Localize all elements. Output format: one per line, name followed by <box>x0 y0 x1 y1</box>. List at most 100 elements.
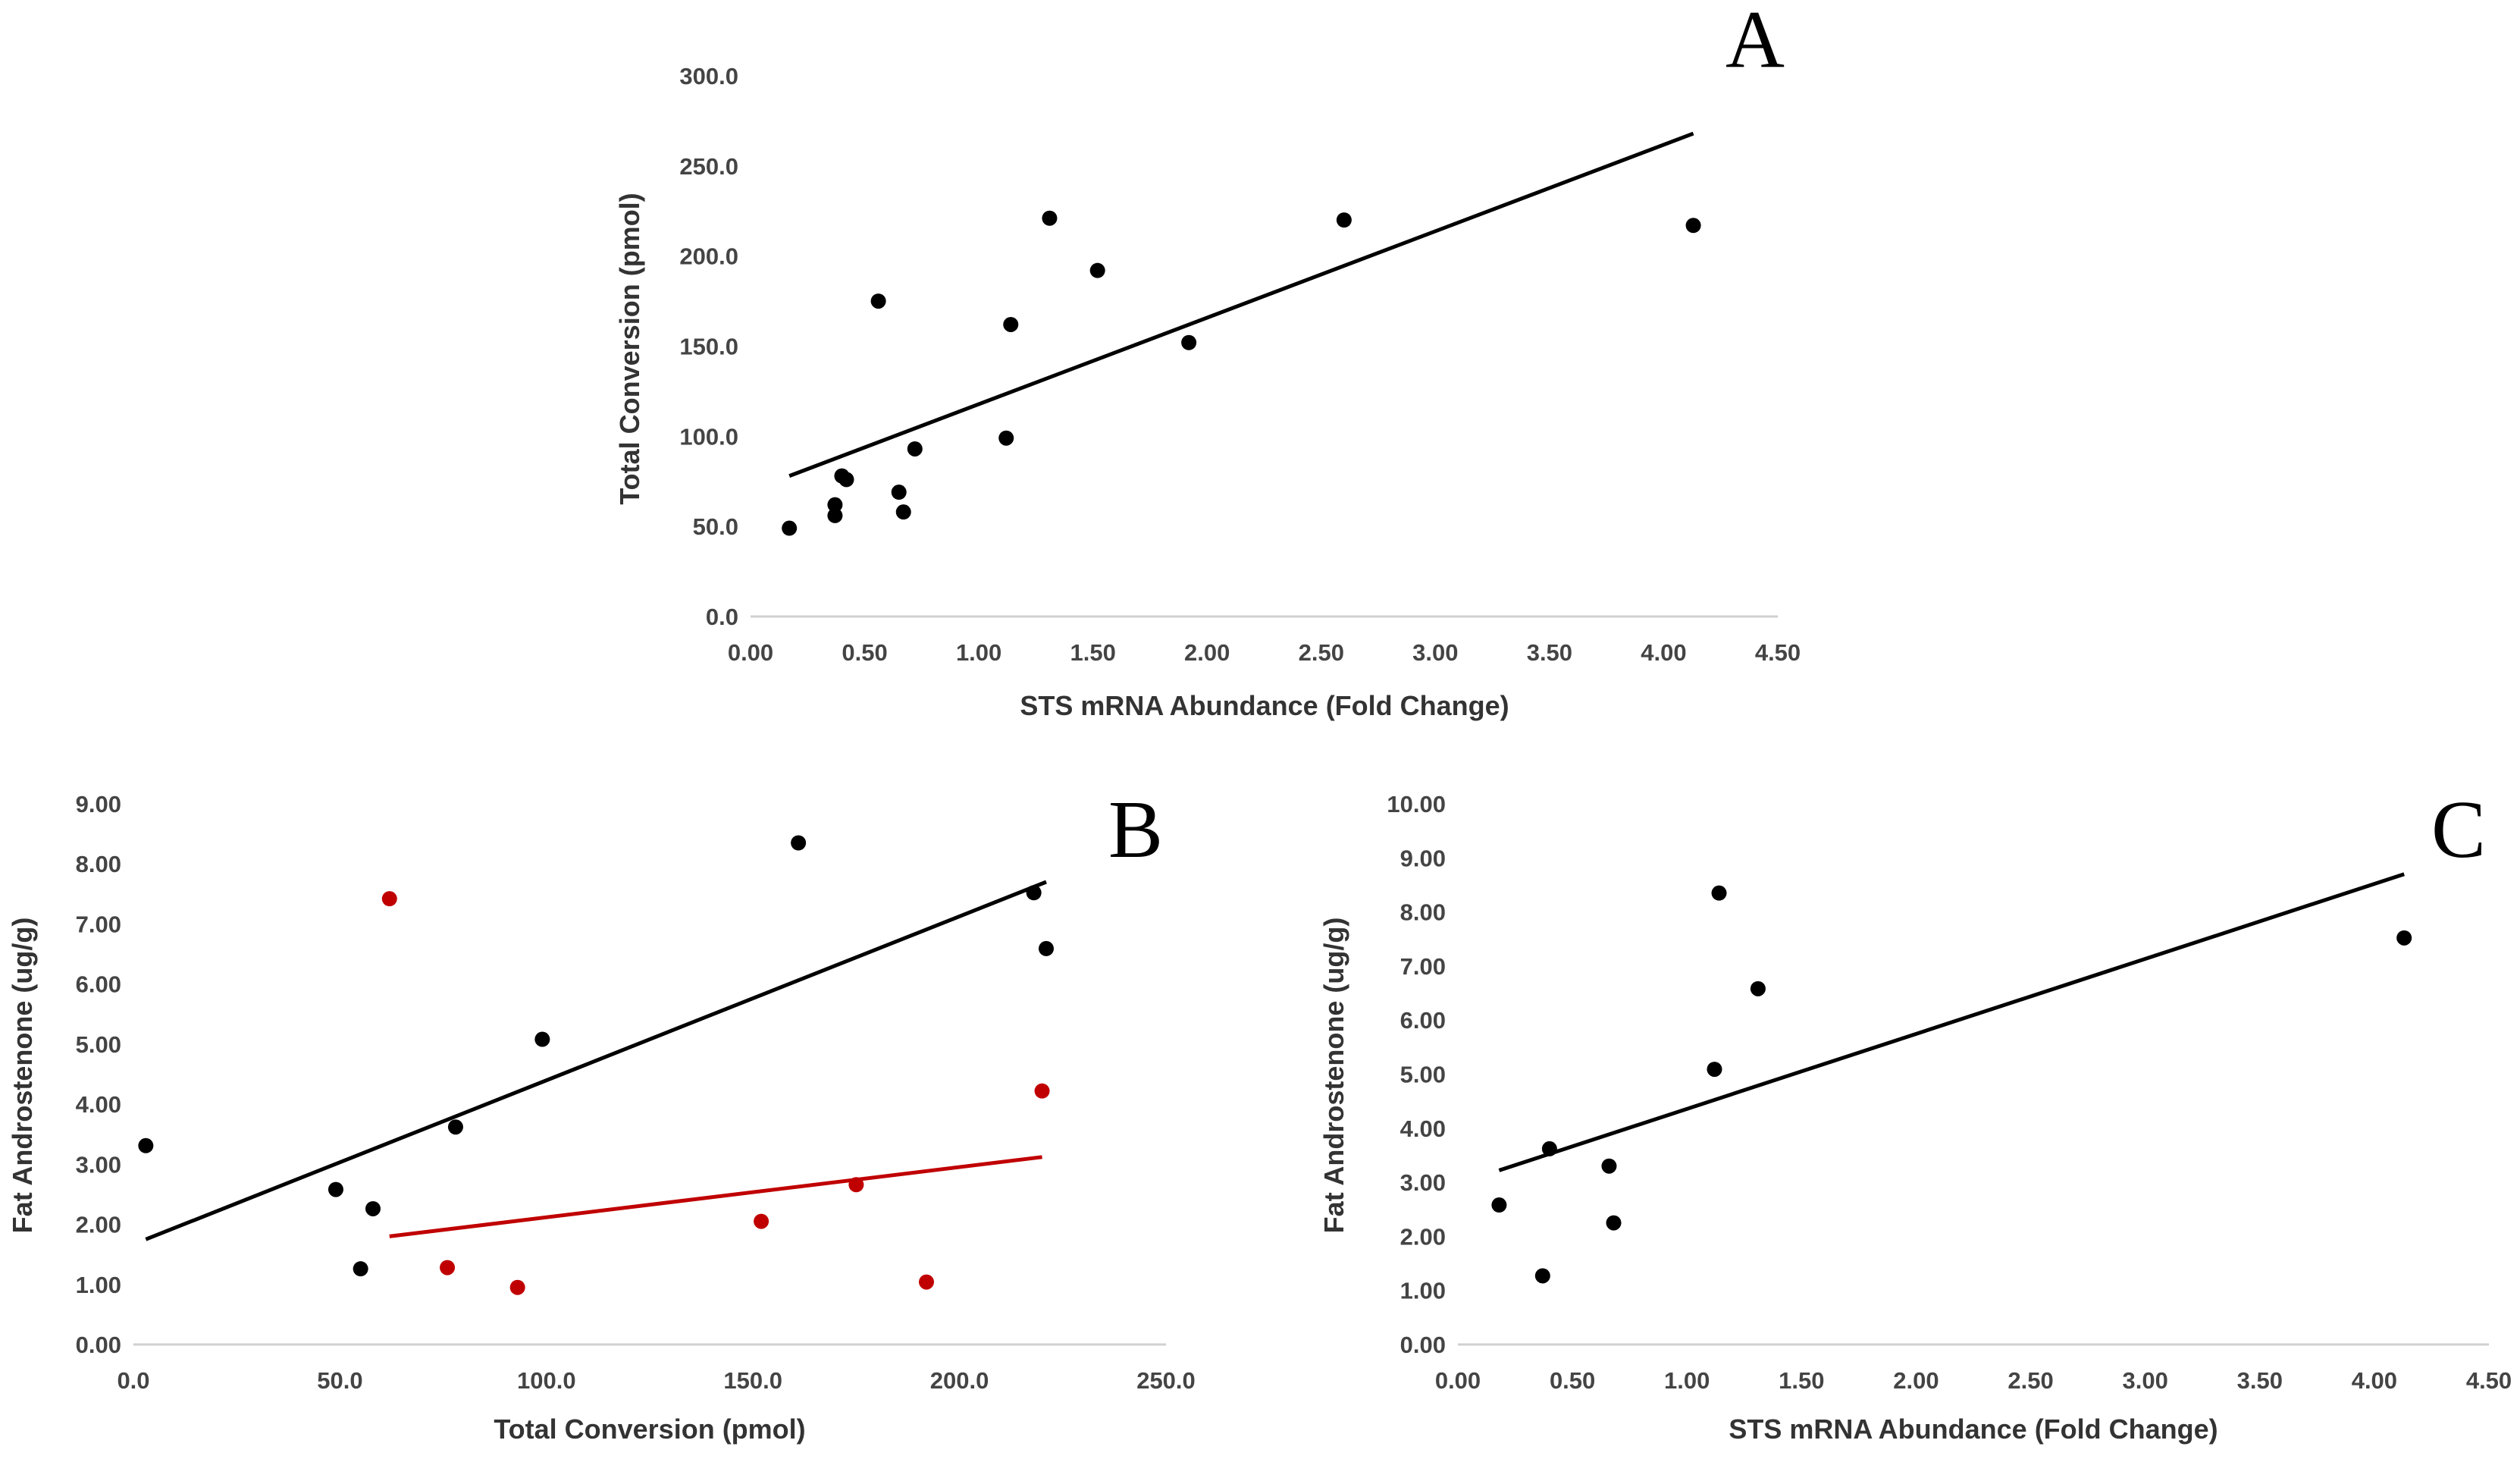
y-tick-label: 3.00 <box>76 1151 121 1178</box>
x-tick-label: 3.50 <box>2237 1367 2283 1394</box>
y-tick-label: 1.00 <box>1400 1278 1446 1304</box>
data-point-black <box>1026 885 1042 901</box>
data-point-all <box>1685 218 1701 234</box>
data-point-all <box>1181 334 1197 350</box>
data-point-all <box>895 504 911 520</box>
x-tick-label: 50.0 <box>317 1367 362 1394</box>
x-tick-label: 100.0 <box>517 1367 576 1394</box>
x-tick-label: 200.0 <box>930 1367 989 1394</box>
y-tick-label: 10.00 <box>1387 791 1446 817</box>
y-tick-label: 300.0 <box>679 63 738 89</box>
data-point-black <box>447 1119 463 1135</box>
x-tick-label: 0.00 <box>1435 1367 1481 1394</box>
data-point-all <box>827 497 843 513</box>
data-point-all <box>1707 1062 1722 1078</box>
data-point-all <box>1541 1141 1557 1156</box>
y-tick-label: 0.00 <box>76 1332 121 1358</box>
panel-label: B <box>1108 785 1163 875</box>
y-tick-label: 2.00 <box>76 1212 121 1238</box>
data-point-all <box>838 472 854 488</box>
data-point-black <box>365 1200 381 1216</box>
data-point-all <box>1711 885 1727 901</box>
data-point-all <box>1606 1215 1622 1231</box>
data-point-all <box>907 441 923 457</box>
x-tick-label: 3.00 <box>2122 1367 2167 1394</box>
y-tick-label: 5.00 <box>76 1031 121 1058</box>
x-tick-label: 4.50 <box>2466 1367 2512 1394</box>
trendline-all <box>1498 872 2405 1172</box>
y-tick-label: 9.00 <box>1400 845 1446 871</box>
x-tick-label: 0.50 <box>1550 1367 1595 1394</box>
y-axis-title: Fat Androstenone (ug/g) <box>7 918 38 1234</box>
x-axis-title: Total Conversion (pmol) <box>494 1414 805 1445</box>
data-point-all <box>1750 981 1766 996</box>
y-tick-label: 7.00 <box>76 911 121 937</box>
y-tick-label: 0.00 <box>1400 1332 1446 1358</box>
y-tick-label: 5.00 <box>1400 1062 1446 1088</box>
y-axis-title: Total Conversion (pmol) <box>614 193 645 504</box>
data-point-red <box>754 1213 769 1229</box>
y-tick-label: 3.00 <box>1400 1169 1446 1196</box>
data-point-red <box>509 1279 525 1295</box>
y-tick-label: 200.0 <box>679 243 738 270</box>
data-point-red <box>1034 1083 1050 1099</box>
x-tick-label: 3.50 <box>1527 639 1572 666</box>
data-point-all <box>1042 210 1058 226</box>
data-point-red <box>440 1260 456 1275</box>
data-point-black <box>138 1137 154 1153</box>
y-tick-label: 0.0 <box>706 604 738 630</box>
y-tick-label: 250.0 <box>679 153 738 180</box>
panel-label: C <box>2431 785 2486 875</box>
x-tick-label: 0.50 <box>842 639 887 666</box>
x-tick-label: 4.00 <box>1641 639 1686 666</box>
x-tick-label: 4.00 <box>2352 1367 2397 1394</box>
panel-c-scatter-chart: 0.00 1.00 2.00 3.00 4.00 5.00 6.00 7.00 8.00 9.00… <box>1318 785 2512 1445</box>
data-point-all <box>1601 1158 1617 1174</box>
x-tick-label: 3.00 <box>1412 639 1458 666</box>
y-tick-label: 6.00 <box>1400 1007 1446 1034</box>
data-point-black <box>791 835 807 851</box>
data-point-all <box>827 507 843 523</box>
data-point-black <box>353 1261 368 1277</box>
y-tick-label: 2.00 <box>1400 1223 1446 1250</box>
x-tick-label: 250.0 <box>1136 1367 1196 1394</box>
y-tick-label: 50.0 <box>693 513 738 540</box>
data-point-all <box>1003 316 1019 332</box>
y-tick-label: 1.00 <box>76 1272 121 1298</box>
data-point-red <box>919 1274 935 1290</box>
panel-a-scatter-chart: 0.0 50.0 100.0 150.0 200.0 250.0 300.0 0.00 0.50… <box>614 0 1801 721</box>
x-tick-label: 150.0 <box>723 1367 782 1394</box>
x-tick-label: 2.00 <box>1184 639 1230 666</box>
panel-b-scatter-chart: 0.00 1.00 2.00 3.00 4.00 5.00 6.00 7.00 8.00 9.00… <box>7 785 1196 1445</box>
y-tick-label: 8.00 <box>76 851 121 877</box>
y-tick-label: 7.00 <box>1400 953 1446 980</box>
x-tick-label: 2.50 <box>1299 639 1344 666</box>
data-point-all <box>1534 1268 1550 1284</box>
x-tick-label: 2.50 <box>2008 1367 2053 1394</box>
data-point-all <box>998 430 1014 446</box>
data-point-all <box>1089 262 1105 278</box>
y-tick-label: 4.00 <box>76 1091 121 1118</box>
panel-label: A <box>1725 0 1785 85</box>
x-tick-label: 4.50 <box>1755 639 1801 666</box>
y-tick-label: 4.00 <box>1400 1115 1446 1142</box>
data-point-black <box>328 1181 343 1197</box>
data-point-red <box>381 891 397 907</box>
data-point-red <box>848 1177 864 1193</box>
x-axis-title: STS mRNA Abundance (Fold Change) <box>1020 690 1509 721</box>
data-point-black <box>534 1031 550 1047</box>
data-point-all <box>870 293 886 309</box>
x-tick-label: 2.00 <box>1893 1367 1939 1394</box>
x-tick-label: 1.50 <box>1779 1367 1824 1394</box>
y-axis-title: Fat Androstenone (ug/g) <box>1318 918 1349 1234</box>
x-tick-label: 0.0 <box>117 1367 149 1394</box>
trendline-red <box>389 1155 1042 1238</box>
x-tick-label: 1.50 <box>1070 639 1115 666</box>
data-point-all <box>891 485 907 500</box>
trendline-black <box>145 880 1047 1241</box>
x-tick-label: 1.00 <box>1664 1367 1710 1394</box>
x-axis-title: STS mRNA Abundance (Fold Change) <box>1729 1414 2218 1445</box>
data-point-all <box>782 520 798 536</box>
data-point-all <box>1491 1197 1507 1213</box>
